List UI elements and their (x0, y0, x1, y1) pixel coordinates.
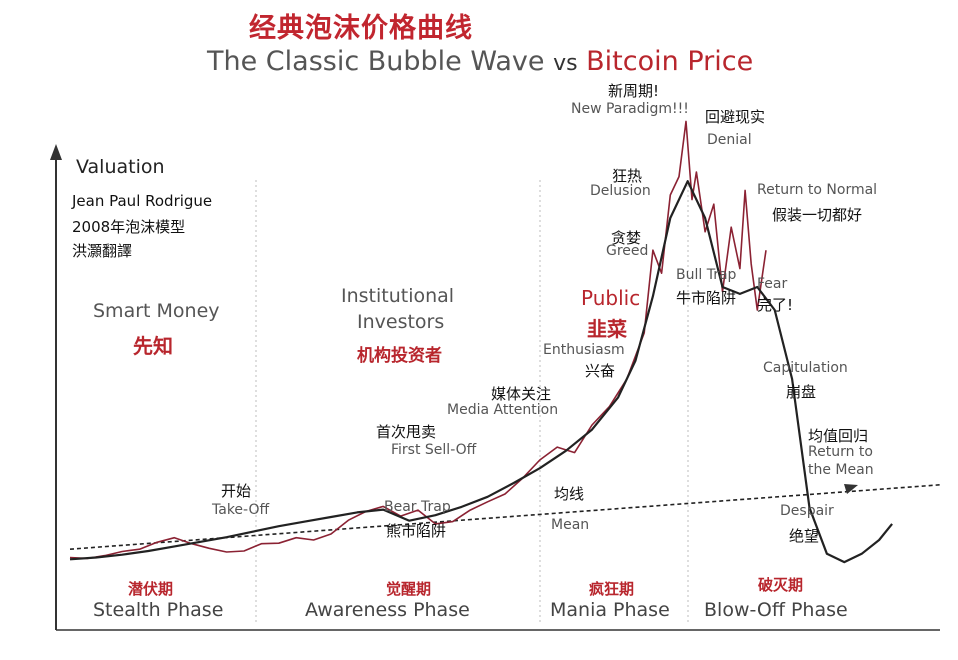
title-vs: vs (553, 51, 578, 76)
phase-stealth-zh: 潜伏期 (128, 580, 174, 598)
ann-delusion-en: Delusion (590, 183, 651, 199)
group-public-en: Public (581, 286, 641, 310)
title-part2: Bitcoin Price (586, 46, 754, 77)
credit-line-3: 洪灝翻譯 (72, 242, 133, 260)
chart-title-zh: 经典泡沫价格曲线 (249, 13, 473, 44)
phase-blowoff-en: Blow-Off Phase (704, 599, 848, 621)
ann-bear-trap-zh: 熊市陷阱 (386, 522, 447, 540)
ann-despair-zh: 绝望 (789, 527, 820, 545)
ann-fear-zh: 完了! (757, 296, 794, 314)
credit-line-1: Jean Paul Rodrigue (72, 192, 213, 210)
ann-denial-en: Denial (707, 132, 752, 148)
y-axis-label: Valuation (76, 156, 165, 178)
mean-line (69, 484, 941, 550)
y-axis-arrow (50, 144, 62, 160)
bitcoin-price-line (69, 120, 767, 560)
group-institutional-en-1: Institutional (341, 285, 455, 307)
phase-awareness-en: Awareness Phase (305, 599, 470, 621)
ann-return-mean-en-2: the Mean (808, 462, 874, 478)
group-public-zh: 韭菜 (587, 317, 627, 341)
chart-title-en: The Classic Bubble Wave vs Bitcoin Price (207, 46, 753, 77)
ann-takeoff-en: Take-Off (212, 502, 270, 518)
ann-new-paradigm-zh: 新周期! (608, 82, 660, 100)
title-part1: The Classic Bubble Wave (207, 46, 545, 77)
ann-first-selloff-en: First Sell-Off (391, 442, 477, 458)
ann-media-en: Media Attention (447, 402, 559, 418)
group-institutional-zh: 机构投资者 (357, 346, 442, 366)
ann-new-paradigm-en: New Paradigm!!! (571, 101, 689, 117)
ann-return-normal-en: Return to Normal (757, 182, 878, 198)
ann-bear-trap-en: Bear Trap (384, 499, 451, 515)
ann-enthusiasm-zh: 兴奋 (585, 362, 616, 380)
group-institutional-en-2: Investors (357, 311, 445, 333)
ann-return-mean-zh: 均值回归 (808, 427, 869, 445)
ann-mean-zh: 均线 (554, 485, 585, 503)
credit-line-2: 2008年泡沫模型 (72, 218, 186, 236)
ann-despair-en: Despair (780, 503, 834, 519)
series-layer (69, 120, 941, 564)
ann-capitulation-zh: 崩盘 (786, 383, 817, 401)
ann-delusion-zh: 狂热 (612, 167, 643, 185)
phase-awareness-zh: 觉醒期 (386, 580, 432, 598)
group-smart-money-zh: 先知 (133, 334, 173, 358)
group-smart-money-en: Smart Money (93, 300, 220, 322)
ann-media-zh: 媒体关注 (491, 385, 552, 403)
ann-greed-en: Greed (606, 243, 649, 259)
ann-bull-trap-zh: 牛市陷阱 (676, 289, 737, 307)
ann-bull-trap-en: Bull Trap (676, 267, 737, 283)
mean-arrow (844, 484, 858, 494)
ann-mean-en: Mean (551, 517, 590, 533)
ann-denial-zh: 回避现实 (705, 108, 766, 126)
ann-greed-zh: 贪婪 (611, 229, 642, 247)
bubble-wave-line (69, 180, 893, 564)
ann-fear-en: Fear (757, 276, 788, 292)
ann-capitulation-en: Capitulation (763, 360, 848, 376)
ann-return-normal-zh: 假装一切都好 (772, 206, 863, 224)
phase-blowoff-zh: 破灭期 (758, 576, 804, 594)
phase-mania-zh: 疯狂期 (589, 580, 635, 598)
ann-first-selloff-zh: 首次甩卖 (376, 423, 437, 441)
ann-return-mean-en-1: Return to (808, 444, 873, 460)
phase-mania-en: Mania Phase (550, 599, 670, 621)
phase-stealth-en: Stealth Phase (93, 599, 224, 621)
ann-takeoff-zh: 开始 (221, 482, 252, 500)
ann-enthusiasm-en: Enthusiasm (543, 342, 625, 358)
